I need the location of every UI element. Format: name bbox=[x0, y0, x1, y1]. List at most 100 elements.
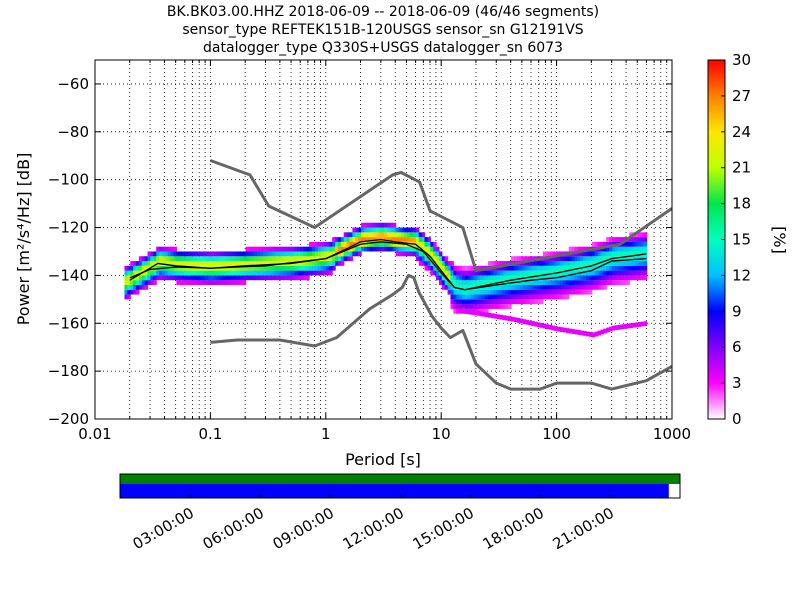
density-cell bbox=[531, 256, 535, 262]
density-cell bbox=[150, 251, 154, 257]
density-cell bbox=[637, 322, 642, 327]
density-cell bbox=[637, 251, 642, 257]
density-cell bbox=[511, 270, 515, 276]
density-cell bbox=[182, 265, 186, 271]
density-cell bbox=[614, 246, 619, 252]
density-cell bbox=[398, 237, 403, 242]
density-cell bbox=[271, 265, 276, 271]
density-cell bbox=[138, 275, 143, 281]
density-cell bbox=[436, 246, 440, 252]
density-cell bbox=[311, 256, 316, 262]
density-cell bbox=[335, 237, 339, 242]
density-cell bbox=[274, 265, 278, 271]
density-cell bbox=[225, 265, 229, 271]
density-cell bbox=[182, 270, 186, 276]
density-cell bbox=[487, 304, 492, 309]
density-cell bbox=[626, 261, 630, 266]
density-cell bbox=[369, 227, 374, 233]
density-cell bbox=[179, 280, 183, 285]
density-cell bbox=[228, 251, 232, 257]
density-cell bbox=[620, 270, 625, 276]
density-cell bbox=[424, 256, 428, 262]
density-cell bbox=[459, 265, 463, 271]
density-cell bbox=[603, 328, 607, 334]
density-cell bbox=[424, 265, 428, 271]
density-cell bbox=[453, 304, 457, 309]
density-cell bbox=[586, 289, 590, 295]
density-cell bbox=[525, 256, 529, 262]
density-cell bbox=[202, 261, 206, 266]
density-cell bbox=[606, 246, 610, 252]
density-cell bbox=[170, 256, 175, 262]
density-cell bbox=[412, 232, 417, 238]
density-cell bbox=[280, 256, 284, 262]
density-cell bbox=[222, 275, 227, 281]
density-cell bbox=[130, 261, 134, 266]
density-cell bbox=[410, 237, 414, 242]
density-cell bbox=[311, 251, 316, 257]
density-cell bbox=[314, 256, 319, 262]
density-cell bbox=[588, 280, 593, 285]
density-cell bbox=[245, 251, 250, 257]
density-cell bbox=[176, 251, 180, 257]
density-cell bbox=[470, 310, 475, 315]
density-cell bbox=[522, 294, 527, 300]
density-cell bbox=[433, 265, 437, 271]
density-cell bbox=[329, 241, 333, 247]
density-cell bbox=[542, 284, 547, 290]
density-cell bbox=[190, 280, 195, 285]
density-cell bbox=[513, 265, 518, 271]
density-cell bbox=[213, 275, 218, 281]
density-cell bbox=[511, 265, 515, 271]
density-cell bbox=[441, 261, 446, 266]
density-cell bbox=[257, 270, 261, 276]
density-cell bbox=[190, 256, 195, 262]
density-cell bbox=[597, 265, 602, 271]
density-cell bbox=[505, 280, 509, 285]
density-cell bbox=[496, 314, 501, 320]
density-cell bbox=[612, 246, 616, 252]
density-cell bbox=[462, 307, 466, 313]
density-cell bbox=[205, 251, 209, 257]
density-cell bbox=[150, 256, 154, 262]
density-cell bbox=[580, 261, 584, 266]
density-cell bbox=[124, 265, 128, 271]
y-tick-label: −180 bbox=[48, 362, 89, 380]
density-cell bbox=[476, 280, 480, 285]
density-cell bbox=[283, 251, 287, 257]
density-cell bbox=[479, 270, 483, 276]
density-cell bbox=[459, 270, 463, 276]
density-cell bbox=[251, 246, 255, 252]
density-cell bbox=[294, 275, 299, 281]
density-cell bbox=[286, 246, 290, 252]
density-cell bbox=[591, 280, 596, 285]
density-cell bbox=[603, 284, 607, 290]
y-tick-label: −80 bbox=[57, 123, 89, 141]
colorbar-tick-label: 24 bbox=[732, 123, 751, 141]
density-cell bbox=[398, 246, 403, 252]
density-cell bbox=[317, 270, 322, 276]
density-cell bbox=[473, 310, 478, 316]
density-cell bbox=[216, 270, 221, 276]
density-cell bbox=[309, 241, 313, 247]
density-cell bbox=[456, 275, 460, 281]
density-cell bbox=[490, 284, 495, 290]
density-cell bbox=[407, 246, 411, 252]
density-cell bbox=[274, 261, 278, 266]
density-cell bbox=[528, 299, 532, 305]
density-cell bbox=[603, 265, 607, 271]
density-cell bbox=[539, 270, 544, 276]
density-cell bbox=[150, 280, 154, 285]
title-line: BK.BK03.00.HHZ 2018-06-09 -- 2018-06-09 … bbox=[167, 4, 599, 20]
density-cell bbox=[430, 265, 434, 271]
density-cell bbox=[548, 261, 553, 266]
density-cell bbox=[317, 251, 322, 257]
density-cell bbox=[637, 265, 642, 271]
density-cell bbox=[505, 315, 509, 321]
density-cell bbox=[493, 284, 498, 290]
density-cell bbox=[551, 284, 555, 290]
density-cell bbox=[254, 261, 258, 266]
density-cell bbox=[430, 246, 434, 252]
density-cell bbox=[490, 280, 495, 285]
density-cell bbox=[190, 251, 195, 257]
